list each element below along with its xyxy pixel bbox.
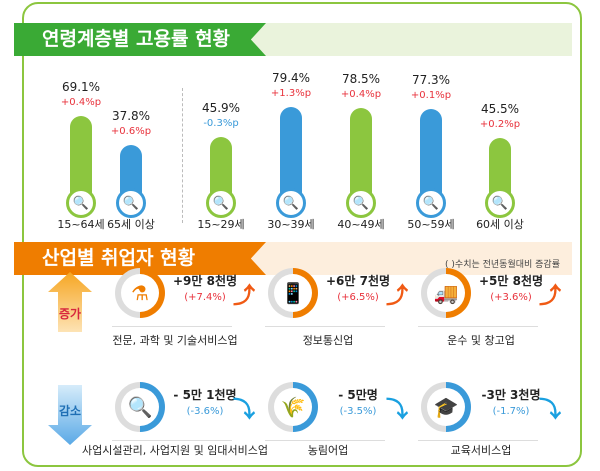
document-search-icon: 🔍 [206,188,236,218]
phone-icon: 📱 [268,268,318,318]
industry-name: 전문, 과학 및 기술서비스업 [112,334,238,347]
value-label: 45.5% [480,101,520,116]
bar-group: 79.4% +1.3%p 🔍 30~39세 [256,0,326,240]
category-label: 30~39세 [267,218,315,231]
bar [280,106,302,200]
amount: -3만 3천명 [481,388,541,402]
category-label: 15~29세 [197,218,245,231]
decrease-label: 감소 [58,404,82,418]
divider-line [265,440,385,441]
document-search-icon: 🔍 [485,188,515,218]
section1-title: 연령계층별 고용률 현황 [14,23,266,56]
industry-name: 교육서비스업 [450,444,512,457]
divider [182,88,183,223]
percent: (-3.5%) [339,406,377,417]
value-label: 45.9% [201,101,241,116]
bar [210,137,232,200]
increase-label: 증가 [58,307,82,321]
bar-group: 69.1% +0.4%p 🔍 15~64세 [46,0,116,240]
change-label: +0.2%p [479,118,521,130]
tools-search-icon: 🔍 [115,382,165,432]
down-arrow-icon: ⤵ [539,398,562,423]
bar-group: 45.5% +0.2%p 🔍 60세 이상 [465,0,535,240]
up-arrow-icon: ⤴ [386,284,409,309]
document-search-icon: 🔍 [276,188,306,218]
down-arrow-icon: ⤵ [386,398,409,423]
flask-icon: ⚗ [115,268,165,318]
infographic-frame [22,2,582,467]
bar [489,137,511,200]
divider-line [112,326,232,327]
up-arrow-icon: ⤴ [233,284,256,309]
bar [70,116,92,200]
bar [420,108,442,200]
amount: +5만 8천명 [478,274,544,288]
increase-arrow-icon [48,272,92,332]
percent: (+7.4%) [184,292,226,303]
document-search-icon: 🔍 [346,188,376,218]
change-label: +0.1%p [410,89,452,101]
amount: +6만 7천명 [325,274,391,288]
divider-line [418,326,538,327]
divider-line [265,326,385,327]
change-label: +0.4%p [60,97,102,109]
wheat-icon: 🌾 [268,382,318,432]
bar-group: 78.5% +0.4%p 🔍 40~49세 [326,0,396,240]
industry-name: 운수 및 창고업 [447,334,515,347]
bar [120,144,142,200]
change-label: +0.6%p [110,125,152,137]
industry-name: 정보통신업 [302,334,354,347]
industry-name: 사업시설관리, 사업지원 및 임대서비스업 [81,444,269,457]
category-label: 65세 이상 [107,218,155,231]
industry-name: 농림어업 [307,444,349,457]
change-label: +1.3%p [270,87,312,99]
bar-group: 77.3% +0.1%p 🔍 50~59세 [396,0,466,240]
document-search-icon: 🔍 [416,188,446,218]
value-label: 79.4% [271,70,311,85]
note: ( )수치는 전년동월대비 증감률 [445,260,560,270]
value-label: 69.1% [61,80,101,95]
value-label: 37.8% [111,108,151,123]
category-label: 15~64세 [57,218,105,231]
down-arrow-icon: ⤵ [233,398,256,423]
value-label: 78.5% [341,71,381,86]
document-search-icon: 🔍 [66,188,96,218]
value-label: 77.3% [411,72,451,87]
graduation-cap-icon: 🎓 [421,382,471,432]
up-arrow-icon: ⤴ [539,284,562,309]
document-search-icon: 🔍 [116,188,146,218]
category-label: 50~59세 [407,218,455,231]
percent: (-3.6%) [186,406,224,417]
amount: - 5만명 [338,388,378,402]
amount: +9만 8천명 [172,274,238,288]
change-label: +0.4%p [340,88,382,100]
percent: (+3.6%) [490,292,532,303]
bar-group: 45.9% -0.3%p 🔍 15~29세 [186,0,256,240]
percent: (+6.5%) [337,292,379,303]
category-label: 40~49세 [337,218,385,231]
percent: (-1.7%) [492,406,530,417]
change-label: -0.3%p [203,118,239,130]
section1-strip [232,23,572,56]
divider-line [112,440,232,441]
category-label: 60세 이상 [476,218,524,231]
bar-group: 37.8% +0.6%p 🔍 65세 이상 [96,0,166,240]
decrease-arrow-icon [48,385,92,445]
bar [350,107,372,200]
divider-line [418,440,538,441]
amount: - 5만 1천명 [173,388,237,402]
truck-icon: 🚚 [421,268,471,318]
